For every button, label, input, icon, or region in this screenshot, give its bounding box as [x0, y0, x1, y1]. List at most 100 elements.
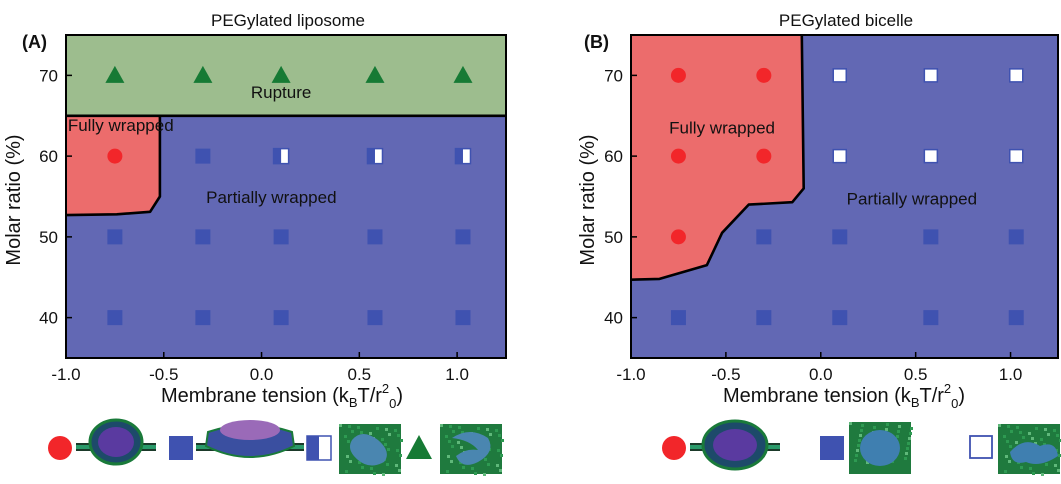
legend-a-snapshot-triangle [440, 424, 504, 476]
panel-b-xlabel-main: Membrane tension (k [723, 385, 912, 407]
legend-a-triangle [406, 435, 432, 459]
panel-a-point-square [455, 310, 471, 326]
panel-a-point-square [367, 229, 383, 245]
panel-a-xlabel-end: ) [396, 385, 403, 407]
panel-a-point-triangle [193, 65, 213, 83]
panel-a-point-square [107, 310, 123, 326]
legend-a-snapshot-triangle-noise [477, 427, 480, 430]
panel-b-point-square [832, 310, 848, 326]
legend-b-snapshot-partial-noise [904, 457, 907, 460]
legend-b-snapshot-open-noise [1005, 455, 1008, 458]
legend-b-snapshot-partial-noise [886, 423, 889, 426]
legend-b-snapshot-open-noise [1020, 466, 1023, 469]
panel-a-point-triangle [365, 65, 385, 83]
panel-b-xlabel-end: ) [958, 385, 965, 407]
legend-b-snapshot-partial-noise [908, 437, 911, 440]
legend-a-snapshot-rupture-noise [382, 473, 385, 476]
legend-a-snapshot-rupture-noise [397, 434, 400, 437]
legend-b-snapshot-open-noise [1015, 441, 1018, 444]
panel-b-ytick-label: 70 [604, 66, 623, 85]
panel-a-legend [48, 418, 504, 476]
legend-a-snapshot-rupture-noise [387, 448, 390, 451]
legend-a-snapshot-fully [76, 418, 156, 466]
legend-a-snapshot-rupture-noise [386, 463, 389, 466]
panel-a-point-square [367, 310, 383, 326]
legend-b-snapshot-open-noise [1007, 425, 1010, 428]
panel-b-regions [631, 35, 1058, 358]
legend-a-snapshot-triangle-noise [461, 431, 464, 434]
panel-a-xtick-label: 0.5 [348, 365, 372, 384]
panel-b: PEGylated bicelle (B) Molar ratio (%) Me… [577, 11, 1061, 476]
legend-b-snapshot-partial-noise [861, 424, 864, 427]
legend-b-snapshot-partial-noise [854, 459, 857, 462]
legend-a-snapshot-triangle-noise [449, 425, 452, 428]
legend-a-snapshot-rupture-noise [399, 454, 402, 457]
panel-b-point-square [1008, 229, 1024, 245]
panel-a-point-square [195, 310, 211, 326]
panel-a-xlabel: Membrane tension (kBT/r20) [161, 381, 403, 411]
panel-a-label: (A) [22, 32, 47, 52]
panel-b-region-label-fully-wrapped: Fully wrapped [669, 119, 775, 138]
legend-a-snapshot-triangle-noise [498, 434, 501, 437]
legend-b-square [820, 436, 844, 460]
legend-b-snapshot-open-noise [1019, 431, 1022, 434]
panel-a-point-half-square-fill [273, 148, 282, 164]
legend-b-snapshot-partial [849, 422, 913, 474]
legend-b-snapshot-partial-noise [849, 422, 852, 425]
panel-a-point-half-square [454, 147, 472, 165]
legend-a-snapshot-rupture-noise [339, 424, 342, 427]
panel-b-xtick-label: 0.5 [904, 365, 928, 384]
panel-b-ytick-label: 50 [604, 228, 623, 247]
legend-a-square [169, 436, 193, 460]
legend-a-snapshot-rupture-noise [395, 464, 398, 467]
panel-b-xtick-label: -0.5 [711, 365, 740, 384]
panel-a-region-fully-wrapped [66, 115, 160, 216]
legend-b-snapshot-open-noise [1059, 439, 1061, 442]
legend-a-snapshot-rupture-noise [394, 429, 397, 432]
legend-a-snapshot-rupture-noise [398, 469, 401, 472]
legend-b-snapshot-open-noise [1035, 427, 1038, 430]
panel-b-xlabel-sub1: B [911, 395, 920, 410]
panel-a-point-triangle [271, 65, 291, 83]
legend-b-snapshot-partial-noise [857, 444, 860, 447]
legend-b-snapshot-fully-core [713, 429, 757, 461]
legend-b-snapshot-open-noise [1034, 442, 1037, 445]
panel-b-boundary-fully-wrapped [631, 35, 805, 281]
legend-a-snapshot-rupture-blob [350, 434, 387, 466]
legend-b-snapshot-open-noise [1009, 445, 1012, 448]
legend-b-snapshot-partial-noise [885, 428, 888, 431]
legend-a-snapshot-rupture-noise [381, 438, 384, 441]
legend-a-snapshot-rupture-noise [369, 432, 372, 435]
legend-a-snapshot-triangle-noise [484, 458, 487, 461]
legend-a-snapshot-triangle-noise [450, 460, 453, 463]
panel-b-title: PEGylated bicelle [779, 11, 913, 30]
panel-b-point-square [832, 229, 848, 245]
panel-b-point-circle [670, 148, 686, 164]
panel-b-xlabel: Membrane tension (kBT/r20) [723, 381, 965, 411]
legend-a-snapshot-rupture-noise [400, 439, 403, 442]
panel-a-ytick-label: 70 [39, 66, 58, 85]
legend-b-snapshot-open-noise [1058, 454, 1061, 457]
legend-a-snapshot-triangle-noise [501, 439, 504, 442]
panel-b-xtick-label: -1.0 [616, 365, 645, 384]
panel-b-point-open-square [923, 148, 939, 164]
panel-b-plot-area: Fully wrapped Partially wrapped -1.0 -0.5 0.… [604, 34, 1059, 384]
panel-b-point-square [756, 229, 772, 245]
legend-b-snapshot-partial-noise [855, 454, 858, 457]
legend-a-snapshot-triangle-noise [500, 454, 503, 457]
panel-b-point-square [923, 229, 939, 245]
panel-b-xlabel-mid: T/r [919, 385, 944, 407]
legend-a-half-square [306, 435, 332, 461]
legend-a-snapshot-rupture-noise [346, 455, 349, 458]
legend-a-snapshot-partial [196, 420, 304, 458]
legend-b-snapshot-partial-noise [897, 430, 900, 433]
legend-b-snapshot-open-noise [1032, 472, 1035, 475]
legend-b-snapshot-open-noise [1056, 434, 1059, 437]
panel-a-ytick-label: 40 [39, 309, 58, 328]
panel-b-ytick-label: 40 [604, 309, 623, 328]
legend-a-snapshot-triangle-noise [452, 430, 455, 433]
legend-b-snapshot-open-noise [1010, 430, 1013, 433]
panel-a-point-triangle [105, 65, 125, 83]
legend-a-snapshot-triangle-noise [462, 466, 465, 469]
